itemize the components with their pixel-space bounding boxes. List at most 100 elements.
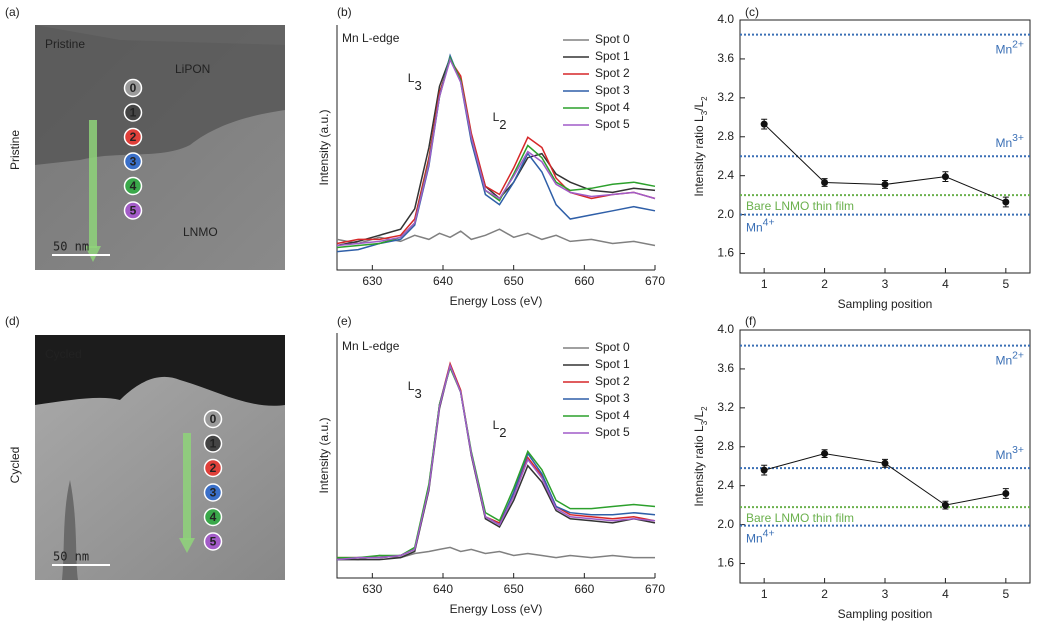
label-part: Intensity ratio L [692, 115, 706, 197]
spot-label: 2 [210, 461, 217, 475]
spot-label: 2 [130, 130, 137, 144]
lipon-region [35, 25, 285, 165]
x-tick-label: 660 [574, 274, 594, 288]
spot-marker [203, 532, 223, 551]
rich-label: Mn2+ [995, 40, 1024, 57]
x-tick-label: 5 [1002, 277, 1009, 291]
label-sub: 2 [499, 117, 506, 132]
row-label: Pristine [8, 130, 22, 170]
image-caption: Cycled [45, 347, 82, 361]
y-axis-label: Intensity ratio L3/L2 [692, 96, 708, 197]
label-part: /L [692, 410, 706, 420]
region-label: LNMO [183, 225, 218, 239]
panel-label: (c) [745, 5, 759, 19]
spot-marker [203, 507, 223, 527]
y-axis-label: Intensity (a.u.) [317, 109, 331, 185]
x-tick-label: 2 [821, 277, 828, 291]
legend-label: Spot 3 [595, 83, 630, 97]
y-axis-label: Intensity (a.u.) [317, 417, 331, 493]
data-point [881, 180, 889, 188]
label-sup: 2+ [1012, 351, 1024, 362]
panel-label: (a) [5, 5, 20, 19]
axis-frame [739, 329, 1031, 584]
spot-marker [123, 127, 143, 147]
y-tick-label: 3.6 [717, 51, 734, 65]
rich-label: Mn2+ [995, 351, 1024, 368]
y-tick-label: 2.0 [717, 207, 734, 221]
label-sup: 3+ [1012, 445, 1024, 456]
y-axis-label: Intensity ratio L3/L2 [692, 406, 708, 507]
spot-label: 4 [130, 179, 137, 193]
legend-label: Spot 2 [595, 66, 630, 80]
y-tick-label: 3.2 [717, 400, 734, 414]
x-axis-label: Energy Loss (eV) [450, 294, 543, 308]
x-axis-label: Sampling position [838, 607, 933, 621]
legend-label: Spot 0 [595, 340, 630, 354]
label-base: Mn [746, 532, 763, 546]
legend-label: Spot 1 [595, 49, 630, 63]
y-tick-label: 2.8 [717, 439, 734, 453]
data-point [1002, 489, 1010, 497]
label-sub: 2 [499, 425, 506, 440]
legend-label: Spot 4 [595, 408, 630, 422]
spot-marker [123, 103, 143, 122]
spot-label: 0 [130, 81, 137, 95]
data-point [881, 459, 889, 467]
label-text: Bare LNMO thin film [746, 511, 854, 525]
spot-marker [203, 409, 223, 429]
rich-label: L2 [493, 110, 507, 132]
label-sup: 4+ [763, 529, 775, 540]
x-tick-label: 3 [882, 277, 889, 291]
x-tick-label: 650 [504, 582, 524, 596]
rich-label: L3 [408, 71, 422, 93]
x-axis-label: Energy Loss (eV) [450, 602, 543, 616]
rich-label: L3 [408, 379, 422, 401]
label-part: 2 [700, 96, 709, 101]
label-sup: 2+ [1012, 40, 1024, 51]
x-tick-label: 2 [821, 587, 828, 601]
label-base: Mn [746, 221, 763, 235]
x-tick-label: 4 [942, 277, 949, 291]
spot-marker [203, 434, 223, 453]
rich-label: Mn4+ [746, 529, 775, 546]
lnmo-region [35, 376, 285, 580]
legend-label: Spot 0 [595, 32, 630, 46]
panel-label: (d) [5, 314, 20, 328]
legend-label: Spot 4 [595, 100, 630, 114]
x-tick-label: 630 [362, 274, 382, 288]
label-base: L [408, 71, 415, 85]
label-base: L [408, 379, 415, 393]
spot-label: 5 [130, 204, 137, 218]
scale-label: 50 nm [53, 240, 89, 254]
rich-label: Mn4+ [746, 218, 775, 235]
label-base: Mn [995, 136, 1012, 150]
spot-marker [203, 458, 223, 478]
x-tick-label: 630 [362, 582, 382, 596]
legend-label: Spot 5 [595, 425, 630, 439]
x-tick-label: 670 [645, 274, 665, 288]
data-point [760, 120, 768, 128]
label-part: 3 [700, 420, 709, 425]
label-part: 2 [700, 406, 709, 411]
spot-label: 1 [210, 437, 217, 451]
label-part: Intensity ratio L [692, 425, 706, 507]
spot-label: 0 [210, 412, 217, 426]
label-sup: 4+ [763, 218, 775, 229]
panel-label: (f) [745, 314, 756, 328]
x-tick-label: 3 [882, 587, 889, 601]
label-base: L [493, 110, 500, 124]
y-tick-label: 1.6 [717, 556, 734, 570]
x-tick-label: 640 [433, 582, 453, 596]
panel-label: (e) [337, 314, 352, 328]
spot-label: 3 [210, 486, 217, 500]
image-caption: Pristine [45, 37, 85, 51]
scale-label: 50 nm [53, 550, 89, 564]
axis-frame [336, 333, 655, 579]
series-line [336, 228, 656, 247]
label-sup: 3+ [1012, 133, 1024, 144]
spot-label: 4 [210, 510, 217, 524]
x-tick-label: 670 [645, 582, 665, 596]
label-sub: 3 [414, 78, 421, 93]
data-point [1002, 198, 1010, 206]
